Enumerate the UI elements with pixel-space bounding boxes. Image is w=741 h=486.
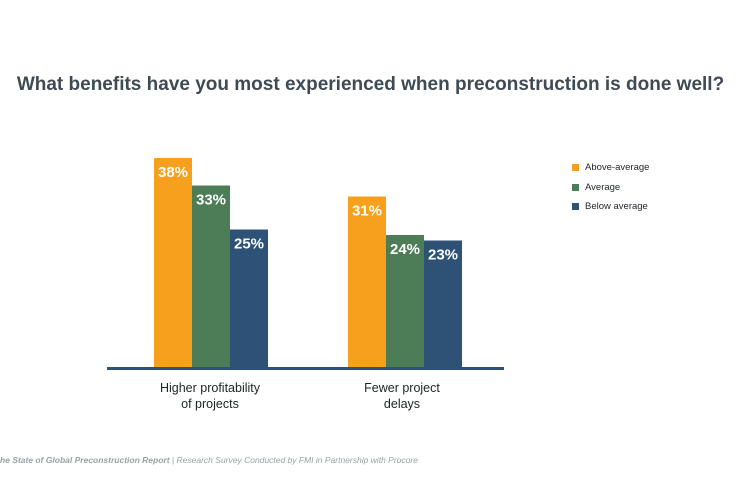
legend-swatch-below-average — [572, 203, 579, 211]
category-label-2: Fewer project delays — [364, 381, 440, 411]
chart-title: What benefits have you most experienced … — [16, 74, 725, 95]
legend-swatch-average — [572, 183, 579, 191]
footer-separator: | — [171, 455, 175, 465]
bar-above-average-1 — [154, 158, 192, 367]
data-label-average-1: 33% — [196, 192, 226, 209]
legend-label-below-average: Below average — [585, 201, 648, 213]
legend-label-above-average: Above-average — [585, 162, 650, 174]
legend-item-below-average: Below average — [572, 197, 649, 217]
legend-swatch-above-average — [572, 164, 579, 172]
bars-group: 38% 33% 25% 31% 24% 23% — [154, 158, 462, 367]
legend-item-average: Average — [572, 178, 649, 198]
footer-survey-note: Research Survey Conducted by FMI in Part… — [176, 455, 418, 465]
data-label-below-average-2: 23% — [428, 247, 458, 264]
legend-item-above-average: Above-average — [572, 158, 649, 178]
footer-report-title: he State of Global Preconstruction Repor… — [0, 455, 170, 465]
legend-label-average: Average — [585, 181, 621, 193]
category-label-line: Fewer project — [364, 381, 440, 395]
bar-below-average-2 — [424, 240, 462, 367]
data-label-average-2: 24% — [390, 241, 420, 258]
data-label-below-average-1: 25% — [234, 236, 264, 253]
category-labels: Higher profitability of projects Fewer pro… — [160, 381, 440, 411]
bar-above-average-2 — [348, 196, 386, 367]
legend: Above-average Average Below average — [572, 158, 649, 217]
bar-average-2 — [386, 235, 424, 367]
category-label-line: of projects — [181, 397, 239, 411]
bar-average-1 — [192, 185, 230, 367]
footer-source: he State of Global Preconstruction Repor… — [0, 455, 418, 465]
category-label-1: Higher profitability of projects — [160, 381, 261, 411]
bar-below-average-1 — [230, 229, 268, 367]
category-label-line: Higher profitability — [160, 381, 261, 395]
category-label-line: delays — [384, 397, 420, 411]
data-label-above-average-1: 38% — [158, 164, 188, 181]
data-label-above-average-2: 31% — [352, 203, 382, 220]
